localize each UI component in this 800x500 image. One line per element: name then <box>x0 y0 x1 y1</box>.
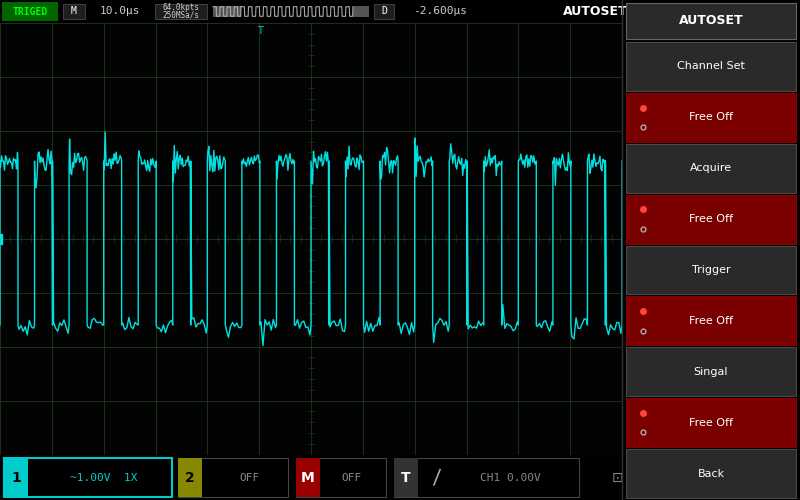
Text: Channel Set: Channel Set <box>677 62 745 72</box>
Text: AUTOSET: AUTOSET <box>678 14 743 27</box>
Text: 64.0kpts: 64.0kpts <box>162 3 199 12</box>
Text: 2: 2 <box>185 471 195 485</box>
Bar <box>626 144 797 192</box>
Text: M: M <box>301 471 315 485</box>
Text: ~1.00V  1X: ~1.00V 1X <box>70 473 138 483</box>
Bar <box>353 6 369 17</box>
Bar <box>213 6 241 17</box>
Bar <box>626 296 797 346</box>
Text: -2.600μs: -2.600μs <box>413 6 467 16</box>
Text: OFF: OFF <box>240 473 260 483</box>
Bar <box>374 4 394 19</box>
Text: Back: Back <box>698 468 725 478</box>
Bar <box>296 458 386 497</box>
Text: Free Off: Free Off <box>689 214 733 224</box>
Text: M: M <box>71 6 77 16</box>
Text: OFF: OFF <box>342 473 362 483</box>
Text: T: T <box>401 471 411 485</box>
Bar <box>626 348 797 396</box>
Text: AUTOSET: AUTOSET <box>562 5 627 18</box>
Text: ⊡: ⊡ <box>612 471 624 485</box>
Text: T: T <box>257 26 263 36</box>
Text: Acquire: Acquire <box>690 163 732 173</box>
Bar <box>155 4 207 19</box>
Bar <box>2 2 58 21</box>
Text: TRIGED: TRIGED <box>12 8 48 18</box>
Text: Free Off: Free Off <box>689 316 733 326</box>
Text: D: D <box>381 6 387 16</box>
Text: CH1 0.00V: CH1 0.00V <box>480 473 540 483</box>
Text: Free Off: Free Off <box>689 418 733 428</box>
Bar <box>626 2 797 38</box>
Bar <box>63 4 85 19</box>
Bar <box>626 194 797 244</box>
Bar <box>4 458 172 497</box>
Text: 250MSa/s: 250MSa/s <box>162 11 199 20</box>
Text: Singal: Singal <box>694 367 728 377</box>
Bar <box>296 458 320 497</box>
Bar <box>626 93 797 142</box>
Text: 10.0μs: 10.0μs <box>100 6 140 16</box>
Text: Free Off: Free Off <box>689 112 733 122</box>
Text: 1: 1 <box>11 471 21 485</box>
Bar <box>178 458 288 497</box>
Bar <box>178 458 202 497</box>
Text: ⚡: ⚡ <box>636 473 644 483</box>
Text: Trigger: Trigger <box>692 265 730 275</box>
Bar <box>394 458 579 497</box>
Bar <box>394 458 418 497</box>
Bar <box>626 449 797 498</box>
Bar <box>4 458 28 497</box>
Bar <box>626 398 797 447</box>
Bar <box>626 246 797 294</box>
Bar <box>626 42 797 91</box>
